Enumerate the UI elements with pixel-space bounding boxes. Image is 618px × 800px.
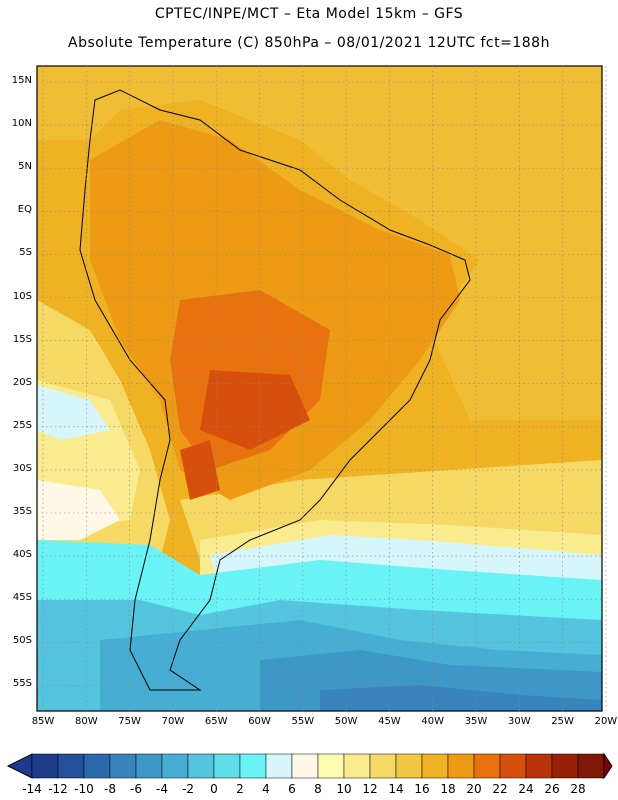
colorbar-under-triangle — [6, 753, 33, 779]
lon-label: 80W — [74, 716, 98, 727]
coastline — [79, 89, 471, 691]
lat-label: 15S — [12, 333, 32, 345]
colorbar-label: 20 — [466, 782, 482, 796]
colorbar-label: 6 — [288, 782, 296, 796]
colorbar-label: 10 — [336, 782, 352, 796]
lon-label: 85W — [31, 716, 55, 727]
lon-label: 30W — [507, 716, 531, 727]
lat-label: 30S — [12, 462, 32, 474]
lat-label: 40S — [12, 549, 32, 561]
colorbar-label: -14 — [22, 782, 42, 796]
title-line-1: CPTEC/INPE/MCT – Eta Model 15km – GFS — [154, 6, 464, 22]
colorbar-swatch — [343, 753, 371, 779]
colorbar-label: 28 — [570, 782, 586, 796]
colorbar-label: -10 — [74, 782, 94, 796]
colorbar-swatch — [551, 753, 579, 779]
map-field — [37, 66, 602, 711]
colorbar-swatch — [525, 753, 553, 779]
colorbar-swatch — [239, 753, 267, 779]
colorbar-swatch — [447, 753, 475, 779]
lon-label: 75W — [118, 716, 141, 727]
lon-label: 50W — [334, 716, 358, 727]
colorbar-label: 18 — [440, 782, 456, 796]
colorbar-swatch — [187, 753, 215, 779]
colorbar-swatch — [499, 753, 527, 779]
colorbar-label: -8 — [104, 782, 116, 796]
lon-label: 40W — [421, 716, 444, 727]
lat-label: 50S — [12, 635, 32, 647]
colorbar-swatch — [135, 753, 163, 779]
lat-label: 10N — [11, 118, 32, 130]
lat-label: 35S — [12, 506, 32, 517]
title-line-2: Absolute Temperature (C) 850hPa – 08/01/… — [68, 35, 550, 51]
colorbar-label: 22 — [492, 782, 508, 796]
colorbar-label: 8 — [314, 782, 322, 796]
colorbar-label: 14 — [388, 782, 404, 796]
colorbar-swatch — [395, 753, 423, 779]
lat-label: 20S — [12, 376, 32, 388]
colorbar — [6, 752, 613, 780]
colorbar-label: 16 — [414, 782, 430, 796]
colorbar-swatch — [213, 753, 241, 779]
colorbar-swatch — [83, 753, 111, 779]
lon-label: 55W — [291, 716, 315, 727]
colorbar-label: -12 — [48, 782, 68, 796]
lon-label: 65W — [204, 716, 228, 727]
colorbar-label: 24 — [518, 782, 534, 796]
colorbar-swatch — [109, 753, 137, 779]
colorbar-swatch — [161, 753, 189, 779]
colorbar-label: -4 — [156, 782, 168, 796]
colorbar-swatch — [317, 753, 345, 779]
lat-label: 10S — [12, 290, 32, 302]
lat-label: 5S — [19, 247, 32, 259]
lon-label: 60W — [248, 716, 271, 727]
lat-label: 45S — [12, 592, 32, 604]
colorbar-swatch — [421, 753, 449, 779]
colorbar-label: -6 — [130, 782, 142, 796]
colorbar-swatch — [369, 753, 397, 779]
lat-label: 25S — [12, 419, 32, 431]
colorbar-label: 4 — [262, 782, 270, 796]
colorbar-label: 0 — [210, 782, 218, 796]
lon-label: 20W — [594, 716, 618, 727]
colorbar-swatch — [265, 753, 293, 779]
lat-label: EQ — [17, 204, 32, 216]
colorbar-label: 2 — [236, 782, 244, 796]
colorbar-swatch — [473, 753, 501, 779]
colorbar-swatch — [57, 753, 85, 779]
lat-label: 55S — [12, 678, 32, 690]
colorbar-swatch — [31, 753, 59, 779]
lon-label: 25W — [551, 716, 574, 727]
lat-label: 5N — [18, 161, 32, 173]
colorbar-label: 12 — [362, 782, 378, 796]
colorbar-swatch — [577, 753, 605, 779]
colorbar-label: -2 — [182, 782, 194, 796]
colorbar-label: 26 — [544, 782, 560, 796]
lon-label: 70W — [161, 716, 185, 727]
colorbar-over-triangle — [603, 752, 613, 780]
lon-label: 45W — [378, 716, 401, 727]
lon-label: 35W — [464, 716, 488, 727]
colorbar-swatch — [291, 753, 319, 779]
lat-label: 15N — [11, 75, 32, 86]
